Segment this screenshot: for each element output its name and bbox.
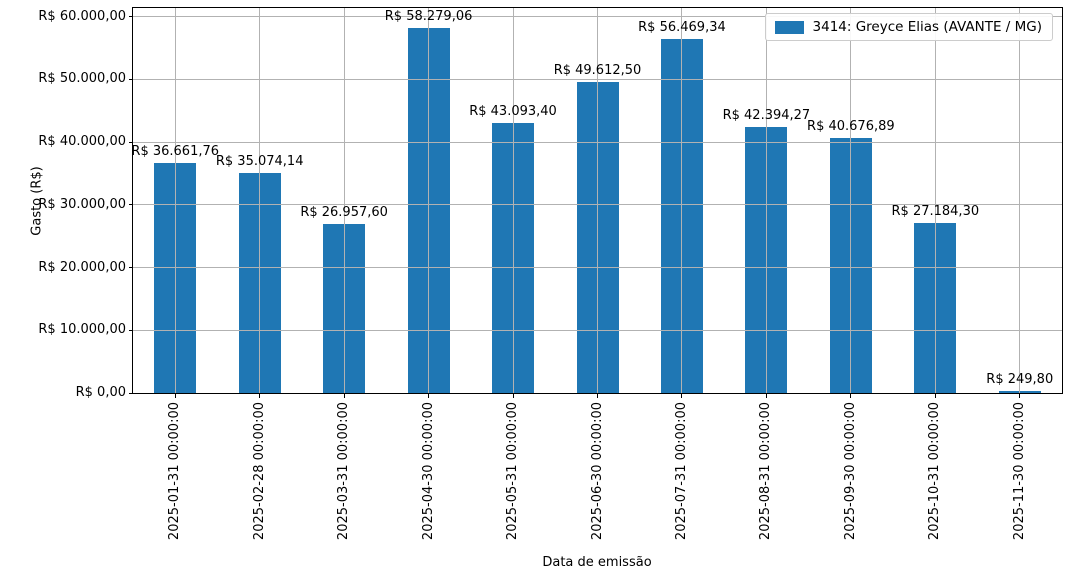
x-tick-label: 2025-09-30 00:00:00: [842, 402, 858, 541]
y-tick-label: R$ 20.000,00: [38, 259, 126, 275]
x-tick-label: 2025-06-30 00:00:00: [589, 402, 605, 541]
x-tick-mark: [850, 394, 852, 398]
x-tick-label: 2025-05-31 00:00:00: [505, 402, 521, 541]
legend-swatch: [774, 20, 804, 34]
x-tick-label: 2025-08-31 00:00:00: [758, 402, 774, 541]
x-gridline: [343, 8, 345, 393]
y-tick-label: R$ 60.000,00: [38, 8, 126, 24]
x-gridline: [428, 8, 430, 393]
y-tick-mark: [129, 204, 133, 206]
bar-value-label: R$ 49.612,50: [553, 62, 642, 78]
x-tick-mark: [765, 394, 767, 398]
x-gridline: [597, 8, 598, 393]
x-gridline: [259, 8, 261, 393]
x-tick-mark: [597, 394, 598, 398]
x-tick-label: 2025-11-30 00:00:00: [1011, 402, 1027, 541]
y-tick-mark: [129, 392, 133, 394]
y-tick-mark: [129, 16, 133, 18]
x-tick-mark: [934, 394, 936, 398]
bar-value-label: R$ 42.394,27: [722, 108, 811, 124]
y-tick-mark: [129, 267, 133, 269]
x-tick-mark: [174, 394, 176, 398]
bar-value-label: R$ 56.469,34: [638, 19, 726, 35]
y-tick-mark: [129, 78, 133, 80]
y-tick-label: R$ 10.000,00: [38, 322, 126, 338]
y-tick-label: R$ 50.000,00: [38, 71, 126, 87]
bar-value-label: R$ 58.279,06: [384, 8, 473, 24]
x-tick-mark: [343, 394, 345, 398]
bar-value-label: R$ 43.093,40: [469, 103, 557, 119]
y-tick-label: R$ 40.000,00: [38, 134, 126, 150]
x-tick-label: 2025-02-28 00:00:00: [251, 402, 267, 541]
x-tick-mark: [681, 394, 683, 398]
bar-value-label: R$ 40.676,89: [807, 118, 895, 134]
y-tick-label: R$ 30.000,00: [38, 196, 126, 212]
x-gridline: [681, 8, 683, 393]
x-tick-mark: [259, 394, 261, 398]
x-gridline: [765, 8, 767, 393]
x-tick-mark: [512, 394, 514, 398]
y-tick-label: R$ 0,00: [75, 385, 126, 400]
x-axis-label: Data de emissão: [542, 555, 652, 570]
x-gridline: [934, 8, 936, 393]
y-tick-mark: [129, 141, 133, 143]
legend: 3414: Greyce Elias (AVANTE / MG): [764, 13, 1053, 41]
y-tick-mark: [129, 329, 133, 331]
bar-value-label: R$ 26.957,60: [300, 204, 388, 220]
x-tick-label: 2025-04-30 00:00:00: [420, 402, 436, 541]
x-tick-mark: [1019, 394, 1021, 398]
x-tick-label: 2025-01-31 00:00:00: [167, 402, 183, 541]
x-gridline: [850, 8, 852, 393]
bar-value-label: R$ 36.661,76: [131, 144, 220, 160]
bar-value-label: R$ 35.074,14: [215, 154, 304, 170]
x-gridline: [1019, 8, 1021, 393]
x-tick-label: 2025-03-31 00:00:00: [336, 402, 352, 541]
x-gridline: [174, 8, 176, 393]
x-gridline: [512, 8, 514, 393]
x-tick-mark: [428, 394, 430, 398]
x-tick-label: 2025-07-31 00:00:00: [673, 402, 689, 541]
x-tick-label: 2025-10-31 00:00:00: [927, 402, 943, 541]
bar-value-label: R$ 249,80: [986, 372, 1054, 388]
bar-value-label: R$ 27.184,30: [891, 203, 980, 219]
legend-label: 3414: Greyce Elias (AVANTE / MG): [812, 19, 1042, 35]
